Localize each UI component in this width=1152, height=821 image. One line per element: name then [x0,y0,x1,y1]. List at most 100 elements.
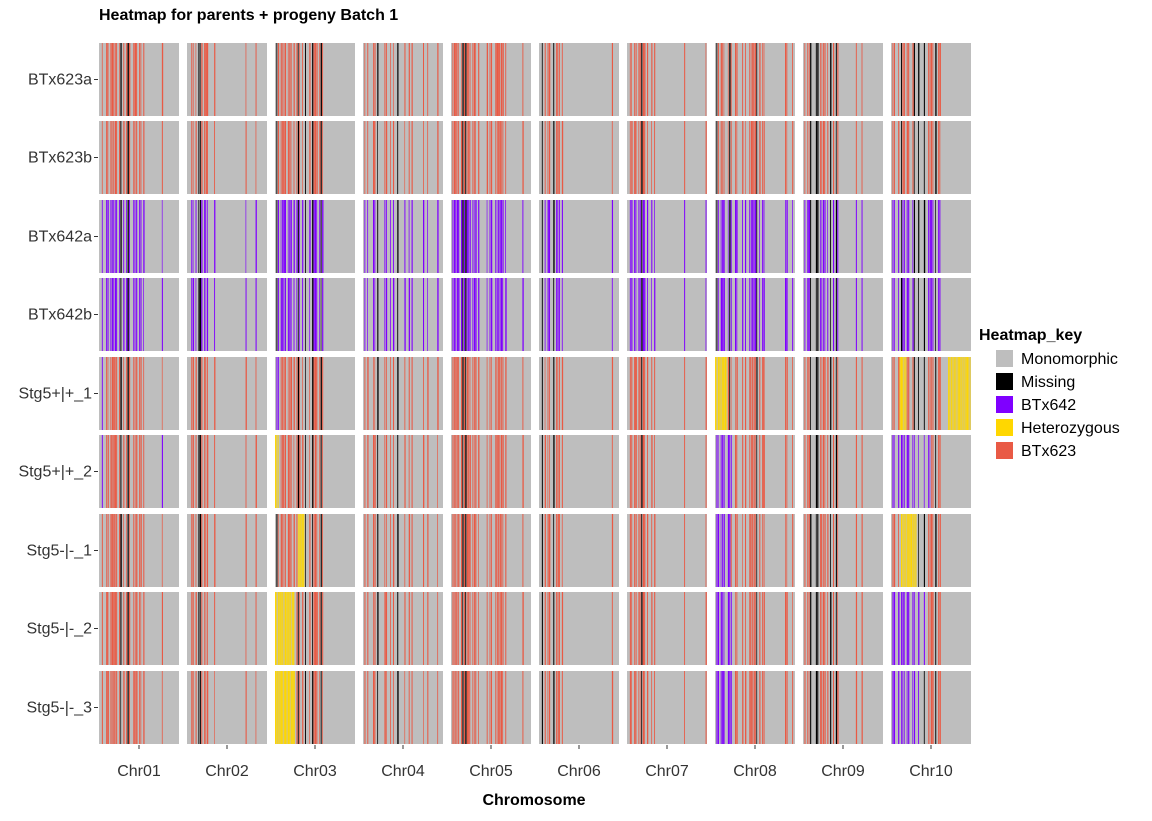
heatmap-stripe [309,43,311,116]
heatmap-stripe [384,278,386,351]
heatmap-stripe [729,357,731,430]
heatmap-stripe [759,200,760,273]
heatmap-stripe [644,278,646,351]
heatmap-stripe [293,43,295,116]
heatmap-stripe [901,435,903,508]
heatmap-stripe [901,43,902,116]
heatmap-stripe [792,671,794,744]
heatmap-stripe [755,200,757,273]
heatmap-stripe [815,671,818,744]
heatmap-stripe [762,435,764,508]
heatmap-stripe [808,592,810,665]
heatmap-stripe [892,435,894,508]
heatmap-stripe [385,671,387,744]
heatmap-stripe [909,514,911,587]
heatmap-stripe [456,121,458,194]
column-label: Chr06 [557,763,601,780]
heatmap-stripe [285,200,286,273]
cell-background [539,43,619,116]
heatmap-stripe [140,435,142,508]
heatmap-stripe [116,278,118,351]
heatmap-stripe [929,671,931,744]
heatmap-stripe [113,514,115,587]
heatmap-cell [715,357,795,430]
heatmap-stripe [827,200,828,273]
heatmap-stripe [473,121,475,194]
heatmap-stripe [126,121,128,194]
heatmap-stripe [501,278,503,351]
x-axis-title: Chromosome [482,792,585,809]
heatmap-stripe [136,200,138,273]
heatmap-stripe [207,278,209,351]
heatmap-stripe [815,43,817,116]
heatmap-stripe [638,200,640,273]
heatmap-stripe [963,357,965,430]
heatmap-stripe [557,200,559,273]
heatmap-stripe [808,514,810,587]
heatmap-stripe [309,200,311,273]
heatmap-stripe [745,121,746,194]
heatmap-stripe [893,357,895,430]
heatmap-stripe [549,278,550,351]
heatmap-stripe [736,43,738,116]
heatmap-stripe [296,121,298,194]
heatmap-stripe [502,435,504,508]
heatmap-stripe [452,121,454,194]
heatmap-stripe [717,435,719,508]
heatmap-stripe [827,278,829,351]
heatmap-stripe [893,43,895,116]
heatmap-stripe [855,435,857,508]
legend-label: Monomorphic [1021,351,1118,368]
heatmap-stripe [901,200,902,273]
heatmap-stripe [191,514,193,587]
heatmap-stripe [727,592,730,665]
heatmap-stripe [461,435,463,508]
legend-swatch [996,396,1013,413]
heatmap-stripe [855,43,857,116]
heatmap-stripe [752,43,754,116]
heatmap-stripe [810,357,811,430]
heatmap-stripe [312,121,314,194]
heatmap-stripe [287,671,290,744]
heatmap-stripe [199,435,201,508]
heatmap-stripe [923,435,925,508]
heatmap-stripe [427,278,428,351]
heatmap-stripe [195,671,197,744]
heatmap-stripe [458,357,459,430]
heatmap-stripe [134,435,136,508]
heatmap-stripe [312,592,313,665]
heatmap-stripe [285,121,287,194]
heatmap-stripe [299,671,301,744]
heatmap-stripe [319,357,321,430]
heatmap-stripe [906,514,908,587]
heatmap-stripe [292,671,294,744]
heatmap-stripe [286,592,288,665]
heatmap-stripe [101,200,103,273]
heatmap-stripe [499,592,501,665]
heatmap-stripe [792,592,793,665]
heatmap-stripe [390,357,391,430]
heatmap-stripe [466,357,468,430]
heatmap-stripe [195,592,197,665]
heatmap-cell [451,435,531,508]
heatmap-stripe [729,121,731,194]
heatmap-stripe [139,200,140,273]
heatmap-stripe [195,435,197,508]
heatmap-stripe [502,200,504,273]
heatmap-stripe [705,592,707,665]
heatmap-stripe [111,278,113,351]
heatmap-stripe [377,592,379,665]
cell-background [539,357,619,430]
heatmap-stripe [723,43,725,116]
heatmap-stripe [923,592,925,665]
heatmap-stripe [749,200,751,273]
heatmap-stripe [902,514,904,587]
heatmap-stripe [282,671,283,744]
heatmap-stripe [106,514,107,587]
heatmap-stripe [452,514,454,587]
heatmap-stripe [749,671,751,744]
heatmap-stripe [735,121,736,194]
heatmap-stripe [502,43,504,116]
heatmap-stripe [918,357,919,430]
heatmap-stripe [364,200,366,273]
